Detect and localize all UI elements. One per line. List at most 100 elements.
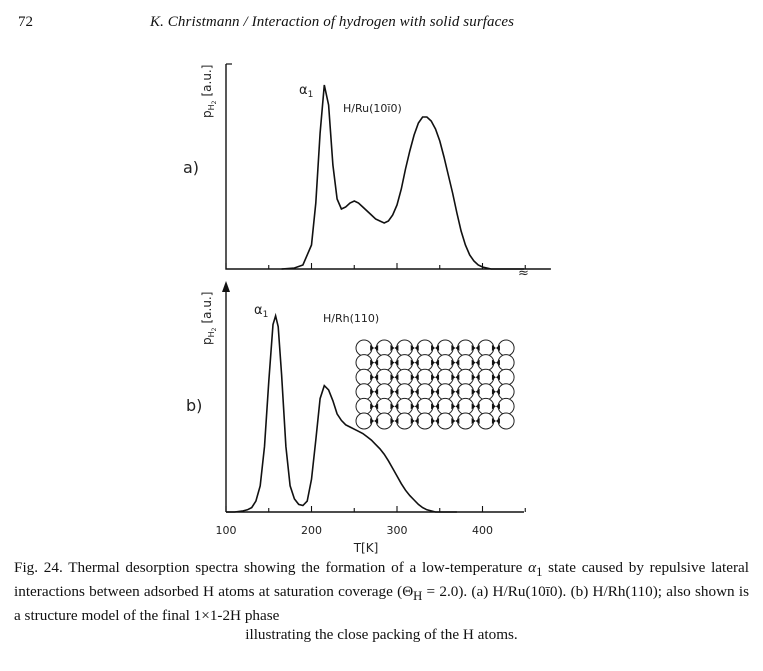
x-tick-label-200: 200 — [301, 524, 322, 537]
panel-b-peak-label: α1 — [254, 303, 268, 320]
panel-a-frame — [225, 64, 524, 270]
hydrogen-atom — [390, 345, 395, 351]
panel-a-ticks — [225, 263, 526, 269]
substrate-atom — [396, 412, 414, 430]
hydrogen-atom — [475, 374, 480, 381]
hydrogen-atom — [431, 374, 436, 381]
hydrogen-atom — [455, 418, 460, 424]
hydrogen-atom — [374, 359, 379, 366]
panel-a-ylabel: pH2[a.u.] — [200, 65, 218, 118]
x-tick-label-300: 300 — [387, 524, 408, 537]
svg-text:pH2[a.u.]: pH2[a.u.] — [200, 292, 218, 345]
hydrogen-atom — [491, 345, 496, 351]
substrate-atom — [375, 368, 393, 386]
substrate-atom — [497, 354, 515, 372]
hydrogen-atom — [374, 403, 379, 410]
panel-b-curve — [226, 312, 457, 513]
hydrogen-atom — [370, 403, 375, 410]
hydrogen-atom — [495, 403, 500, 410]
hydrogen-atom — [495, 345, 500, 351]
hydrogen-atom — [390, 403, 395, 410]
structure-model-1x1-2H — [355, 339, 515, 430]
substrate-atom — [396, 354, 414, 372]
substrate-atom — [355, 339, 373, 357]
hydrogen-atom — [410, 374, 415, 381]
substrate-atom — [396, 383, 414, 401]
hydrogen-atom — [491, 374, 496, 381]
hydrogen-atom — [455, 403, 460, 410]
hydrogen-atom — [455, 345, 460, 351]
hydrogen-atom — [451, 418, 456, 424]
panel-b-yaxis-arrow — [222, 281, 230, 292]
hydrogen-atom — [455, 359, 460, 366]
hydrogen-atom — [451, 359, 456, 366]
hydrogen-atom — [431, 403, 436, 410]
hydrogen-atom — [435, 345, 440, 351]
substrate-atom — [477, 354, 495, 372]
hydrogen-atom — [410, 388, 415, 395]
figure-caption: Fig. 24. Thermal desorption spectra show… — [14, 559, 750, 644]
hydrogen-atom — [451, 345, 456, 351]
hydrogen-atom — [414, 359, 419, 366]
substrate-atom — [375, 412, 393, 430]
substrate-atom — [375, 383, 393, 401]
running-title: K. Christmann / Interaction of hydrogen … — [150, 14, 515, 30]
hydrogen-atom — [394, 359, 399, 366]
substrate-atom — [477, 412, 495, 430]
hydrogen-atom — [471, 388, 476, 395]
substrate-atom — [375, 339, 393, 357]
hydrogen-atom — [370, 418, 375, 424]
hydrogen-atom — [491, 418, 496, 424]
substrate-atom — [396, 397, 414, 415]
hydrogen-atom — [475, 388, 480, 395]
substrate-atom — [457, 412, 474, 430]
hydrogen-atom — [410, 403, 415, 410]
substrate-atom — [457, 383, 474, 401]
substrate-atom — [375, 354, 393, 372]
hydrogen-atom — [471, 359, 476, 366]
panel-b-tick-labels: 100 200 300 400 — [216, 524, 494, 537]
hydrogen-atom — [410, 359, 415, 366]
x-tick-label-100: 100 — [216, 524, 237, 537]
hydrogen-atom — [414, 374, 419, 381]
substrate-atom — [477, 383, 495, 401]
substrate-atom — [436, 383, 454, 401]
substrate-atom — [355, 368, 373, 386]
substrate-atom — [497, 339, 515, 357]
hydrogen-atom — [435, 359, 440, 366]
hydrogen-atom — [491, 359, 496, 366]
hydrogen-atom — [431, 345, 436, 351]
substrate-atom — [457, 368, 474, 386]
substrate-atom — [497, 368, 515, 386]
hydrogen-atom — [414, 388, 419, 395]
hydrogen-atom — [410, 418, 415, 424]
hydrogen-atom — [435, 403, 440, 410]
hydrogen-atom — [491, 388, 496, 395]
panel-b: b) pH2[a.u.] α1 H/Rh(110) 100 200 300 400 T… — [186, 281, 526, 555]
hydrogen-atom — [370, 374, 375, 381]
axis-break-mark: ≈ — [518, 266, 529, 281]
hydrogen-atom — [435, 388, 440, 395]
substrate-atom — [436, 339, 454, 357]
substrate-atom — [355, 383, 373, 401]
substrate-atom — [436, 397, 454, 415]
hydrogen-atom — [455, 374, 460, 381]
hydrogen-atom — [475, 403, 480, 410]
substrate-atom — [416, 412, 434, 430]
hydrogen-atom — [435, 418, 440, 424]
hydrogen-atom — [414, 418, 419, 424]
hydrogen-atom — [394, 388, 399, 395]
hydrogen-atom — [394, 345, 399, 351]
substrate-atom — [477, 339, 495, 357]
hydrogen-atom — [495, 418, 500, 424]
hydrogen-atom — [495, 374, 500, 381]
panel-b-ticks — [225, 506, 526, 512]
substrate-atom — [477, 368, 495, 386]
hydrogen-atom — [431, 418, 436, 424]
panel-a-label: a) — [183, 158, 199, 177]
hydrogen-atom — [390, 374, 395, 381]
substrate-atom — [436, 368, 454, 386]
substrate-atom — [396, 368, 414, 386]
substrate-atom — [457, 397, 474, 415]
substrate-atom — [416, 354, 434, 372]
